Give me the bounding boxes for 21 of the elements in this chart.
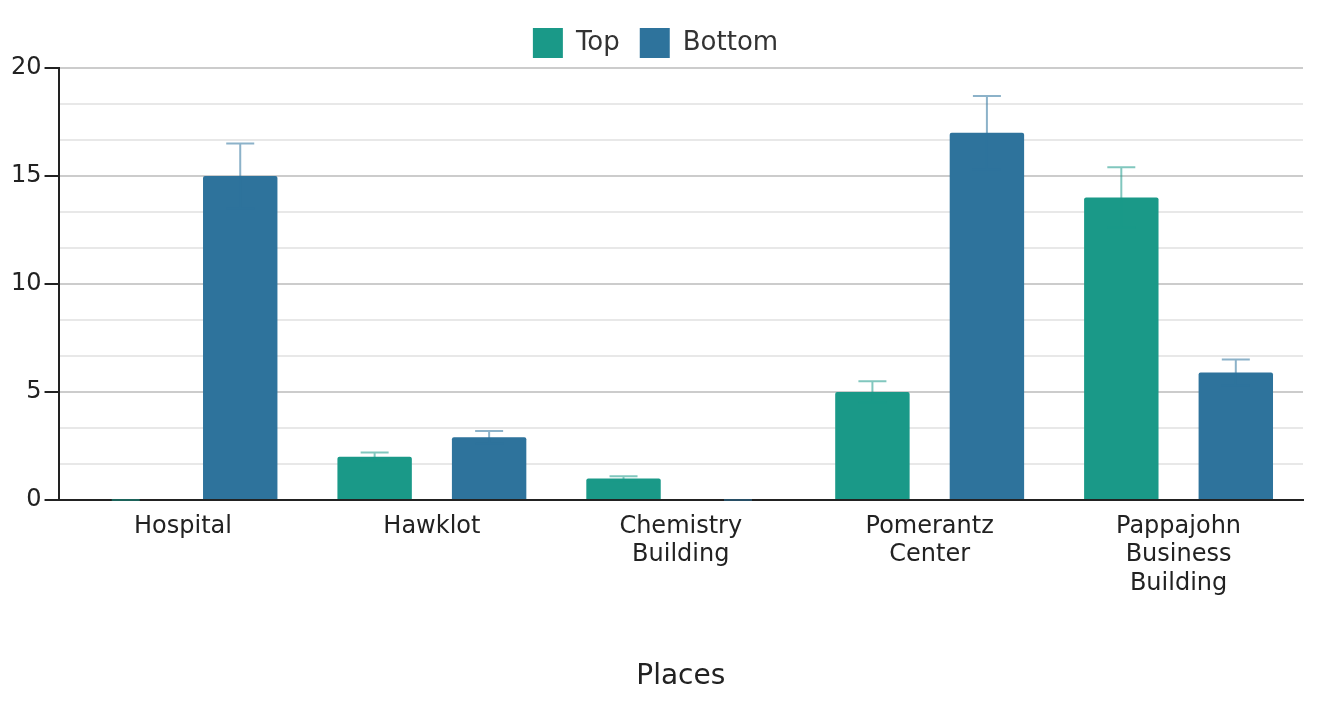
y-tick-label: 5 bbox=[26, 376, 42, 405]
bar bbox=[586, 478, 661, 499]
bar bbox=[451, 437, 527, 499]
y-tick-label: 0 bbox=[26, 484, 42, 513]
x-tick-label: Chemistry Building bbox=[619, 510, 743, 568]
bar bbox=[949, 132, 1025, 499]
bar bbox=[835, 392, 910, 499]
x-tick-label: Pomerantz Center bbox=[865, 510, 994, 568]
bar bbox=[1084, 197, 1159, 499]
bar bbox=[203, 176, 278, 499]
legend-label: Top bbox=[574, 25, 620, 56]
bar bbox=[337, 456, 412, 499]
y-tick-label: 10 bbox=[10, 268, 42, 297]
x-axis-title: Places bbox=[636, 658, 726, 692]
bar bbox=[1198, 372, 1274, 499]
legend-label: Bottom bbox=[682, 25, 779, 56]
x-tick-label: Pappajohn Business Building bbox=[1116, 510, 1242, 597]
x-tick-label: Hawklot bbox=[383, 510, 481, 539]
y-tick-label: 15 bbox=[10, 160, 42, 189]
y-tick-label: 20 bbox=[10, 52, 42, 81]
x-tick-label: Hospital bbox=[134, 510, 232, 539]
